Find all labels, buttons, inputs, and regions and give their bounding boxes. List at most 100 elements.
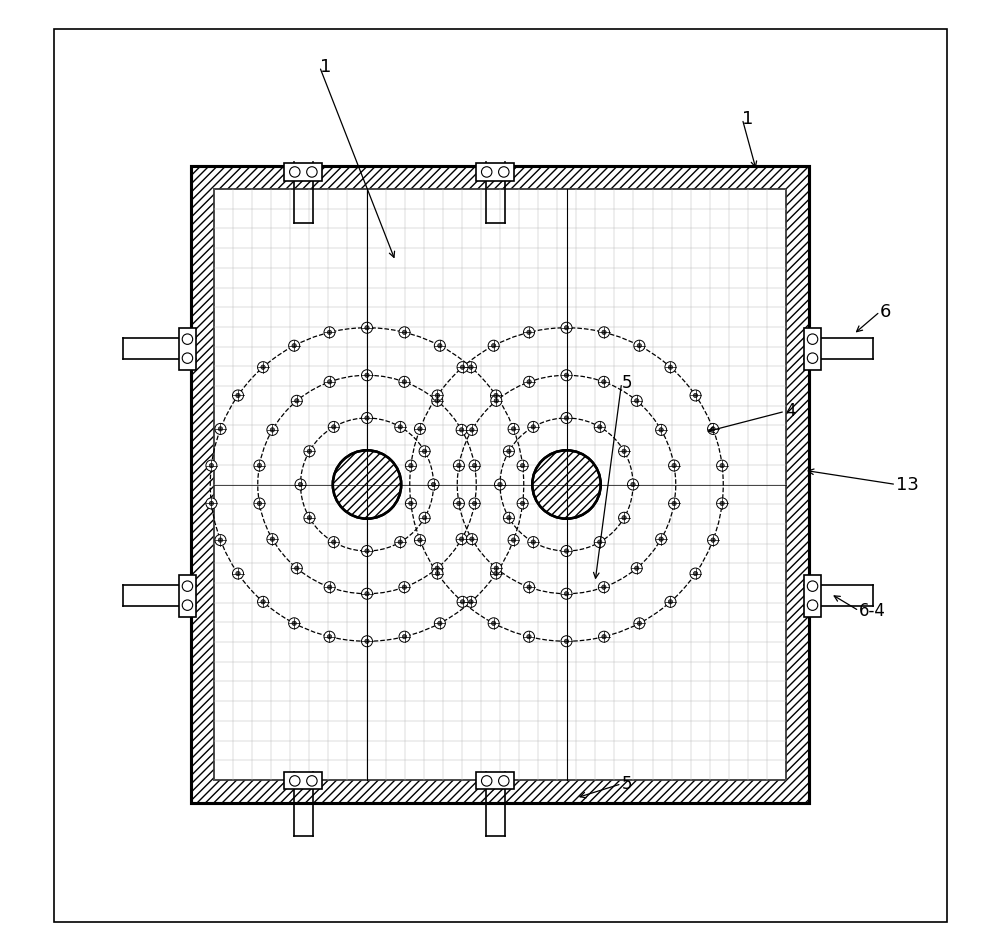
Bar: [804, 575, 821, 617]
Circle shape: [491, 395, 502, 407]
Circle shape: [527, 635, 531, 639]
Circle shape: [469, 599, 473, 604]
Circle shape: [295, 399, 299, 403]
Circle shape: [398, 425, 402, 429]
Circle shape: [432, 395, 443, 407]
Circle shape: [307, 775, 317, 787]
Circle shape: [672, 502, 676, 505]
Circle shape: [469, 460, 480, 471]
Circle shape: [232, 390, 244, 401]
Circle shape: [668, 365, 673, 370]
Circle shape: [472, 464, 477, 467]
Circle shape: [656, 534, 667, 544]
Circle shape: [491, 562, 502, 574]
Circle shape: [435, 566, 439, 570]
Circle shape: [254, 460, 265, 471]
Circle shape: [602, 380, 606, 384]
Circle shape: [807, 580, 818, 591]
Circle shape: [209, 464, 214, 467]
Circle shape: [289, 618, 300, 629]
Circle shape: [361, 636, 373, 647]
Circle shape: [622, 516, 626, 520]
Circle shape: [291, 395, 302, 407]
Circle shape: [528, 422, 539, 432]
Circle shape: [594, 422, 605, 432]
Circle shape: [499, 166, 509, 177]
Circle shape: [720, 464, 724, 467]
Circle shape: [561, 588, 572, 599]
Circle shape: [409, 502, 413, 505]
Circle shape: [414, 535, 425, 545]
Circle shape: [395, 537, 406, 547]
Circle shape: [637, 621, 642, 625]
Circle shape: [327, 585, 332, 589]
Circle shape: [708, 535, 719, 545]
Circle shape: [561, 322, 572, 333]
Circle shape: [494, 393, 498, 398]
Circle shape: [182, 580, 193, 591]
Circle shape: [503, 512, 514, 523]
Circle shape: [635, 399, 639, 403]
Circle shape: [206, 498, 217, 509]
Circle shape: [218, 538, 223, 542]
Circle shape: [295, 479, 306, 490]
Circle shape: [656, 425, 667, 435]
Text: 6: 6: [880, 303, 891, 320]
Circle shape: [399, 327, 410, 338]
Circle shape: [261, 365, 265, 370]
Circle shape: [182, 333, 193, 345]
Circle shape: [807, 600, 818, 611]
Circle shape: [561, 636, 572, 647]
Circle shape: [511, 427, 516, 431]
Bar: [476, 772, 514, 789]
Circle shape: [637, 344, 642, 348]
Circle shape: [215, 535, 226, 545]
Circle shape: [469, 498, 480, 509]
Circle shape: [292, 621, 296, 625]
Circle shape: [531, 425, 535, 429]
Circle shape: [598, 425, 602, 429]
Circle shape: [361, 370, 373, 381]
Circle shape: [428, 479, 439, 490]
Circle shape: [435, 393, 440, 398]
Circle shape: [511, 538, 516, 542]
Circle shape: [494, 571, 498, 576]
Circle shape: [807, 352, 818, 364]
Circle shape: [307, 449, 312, 453]
Circle shape: [491, 621, 496, 625]
Circle shape: [561, 545, 572, 557]
Circle shape: [218, 427, 223, 431]
Circle shape: [459, 428, 464, 432]
Circle shape: [290, 166, 300, 177]
Circle shape: [457, 502, 461, 505]
Circle shape: [690, 390, 701, 401]
Circle shape: [295, 566, 299, 570]
Circle shape: [494, 479, 506, 490]
Circle shape: [517, 498, 528, 509]
Circle shape: [460, 365, 465, 370]
Text: 6-4: 6-4: [859, 602, 886, 619]
Circle shape: [602, 585, 606, 589]
Circle shape: [622, 449, 626, 453]
Circle shape: [215, 424, 226, 434]
Circle shape: [503, 446, 514, 457]
Circle shape: [465, 597, 476, 607]
Circle shape: [665, 597, 676, 607]
Circle shape: [720, 502, 724, 505]
Circle shape: [257, 502, 262, 505]
Circle shape: [258, 597, 269, 607]
Circle shape: [328, 537, 339, 547]
Bar: [476, 163, 514, 180]
Circle shape: [456, 534, 467, 544]
Circle shape: [564, 639, 569, 643]
Circle shape: [419, 446, 430, 457]
Circle shape: [631, 562, 642, 574]
Circle shape: [438, 621, 442, 625]
Circle shape: [528, 537, 539, 547]
Circle shape: [481, 775, 492, 787]
Circle shape: [520, 464, 525, 467]
Text: 1: 1: [320, 58, 331, 75]
Circle shape: [327, 380, 332, 384]
Circle shape: [672, 464, 676, 467]
Circle shape: [669, 460, 680, 471]
